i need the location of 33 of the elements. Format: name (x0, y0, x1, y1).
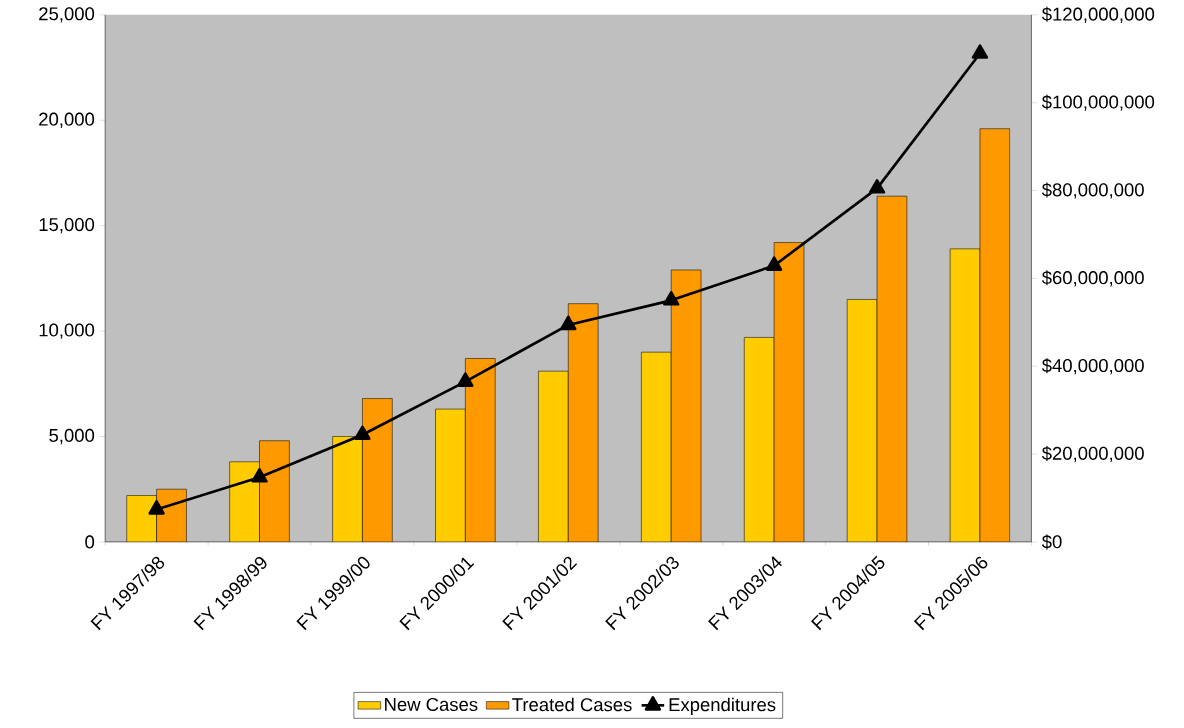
y-tick-label: 5,000 (49, 428, 95, 445)
y2-tick-label: $20,000,000 (1041, 445, 1144, 463)
legend-label: Expenditures (669, 697, 776, 715)
point (868, 179, 886, 194)
bar (568, 303, 599, 542)
bar (259, 440, 290, 542)
y2-tick-label: $0 (1041, 534, 1062, 550)
bar (362, 398, 393, 542)
y-tick-label: 10,000 (39, 323, 95, 339)
bar (465, 358, 496, 542)
y2-tick-label: $80,000,000 (1041, 182, 1144, 199)
legend-label: Treated Cases (512, 697, 632, 712)
y2-tick-label: $40,000,000 (1041, 358, 1144, 375)
y-tick-label: 0 (85, 535, 95, 549)
point (971, 44, 989, 59)
point (354, 425, 371, 440)
bar (877, 196, 907, 542)
bar (979, 128, 1011, 542)
y-tick-label: 15,000 (39, 217, 95, 234)
y2-tick-label: $120,000,000 (1041, 6, 1155, 23)
y-tick-label: 25,000 (39, 7, 95, 23)
point (251, 468, 268, 483)
point (663, 291, 680, 306)
y2-tick-label: $100,000,000 (1041, 94, 1155, 111)
point (765, 256, 783, 271)
point (457, 372, 474, 387)
legend-label: New Cases (385, 697, 478, 711)
y2-tick-label: $60,000,000 (1041, 270, 1144, 287)
point (148, 500, 165, 515)
y-tick-label: 20,000 (39, 112, 95, 128)
point (560, 315, 577, 331)
bar (671, 269, 702, 542)
bar (774, 242, 804, 542)
